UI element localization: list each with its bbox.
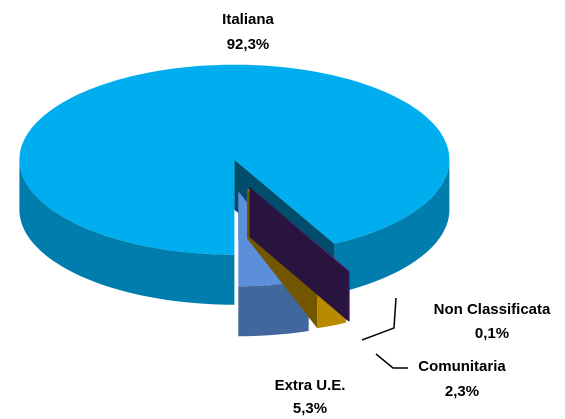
- slice-side: [334, 159, 450, 294]
- slice-side: [19, 159, 235, 305]
- pie: [19, 64, 450, 337]
- slice-value-label: 2,3%: [445, 383, 479, 400]
- slice-side: [348, 271, 350, 322]
- slice-value-label: 5,3%: [293, 400, 327, 417]
- slice-value-label: 92,3%: [227, 36, 270, 53]
- slice-value-label: 0,1%: [475, 325, 509, 342]
- slice: [249, 187, 350, 272]
- slice-label: Non Classificata: [434, 301, 551, 318]
- leader-line: [361, 297, 397, 341]
- leader-line: [375, 353, 408, 369]
- slice-label: Comunitaria: [418, 358, 506, 375]
- slice-wall: [249, 187, 349, 322]
- slice-label: Italiana: [222, 11, 274, 28]
- slice: [19, 64, 450, 255]
- slice-side: [238, 281, 309, 337]
- slice-label: Extra U.E.: [275, 377, 346, 394]
